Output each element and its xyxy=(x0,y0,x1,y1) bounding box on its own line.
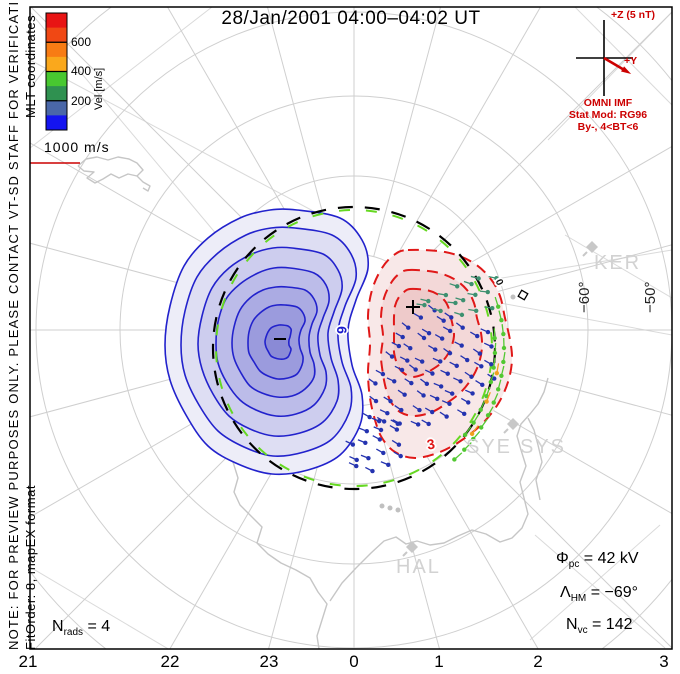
stat-lambda-value: = −69° xyxy=(590,584,639,601)
fitorder-label: FitOrder: 8, mapEX format xyxy=(23,485,38,650)
stat-nrads-value: = 4 xyxy=(87,618,111,635)
lat-label-50: −50° xyxy=(642,281,659,313)
mlt-tick-23: 23 xyxy=(259,652,279,671)
mlt-tick-3: 3 xyxy=(659,652,669,671)
stat-n-rads: Nrads = 4 xyxy=(52,618,110,638)
lat-label-60: −60° xyxy=(576,281,593,313)
imf-y-label: +Y xyxy=(624,55,638,67)
stat-nvc-value: = 142 xyxy=(592,616,633,633)
imf-dial xyxy=(576,20,633,96)
colorbar-axis-label: Vel [m/s] xyxy=(93,67,105,110)
reference-vector-label: 1000 m/s xyxy=(44,139,110,155)
imf-by-bt-label: By-, 4<BT<6 xyxy=(577,121,639,133)
stat-phi-pc: Φpc = 42 kV xyxy=(556,550,638,570)
reference-vector-arrow xyxy=(30,162,80,164)
stat-nvc-sub: vc xyxy=(577,625,588,637)
stat-lambda-symbol: Λ xyxy=(560,584,571,601)
contour-label-6: 6 xyxy=(333,326,350,334)
stat-nrads-symbol: N xyxy=(52,618,64,635)
extrema-markers xyxy=(274,300,420,340)
stat-phi-sub: pc xyxy=(568,559,580,571)
coastline xyxy=(77,156,549,649)
stat-lambda-hm: ΛHM = −69° xyxy=(560,584,638,604)
imf-z-label: +Z (5 nT) xyxy=(610,9,656,21)
note-text: NOTE: FOR PREVIEW PURPOSES ONLY. PLEASE … xyxy=(6,0,21,650)
stat-phi-value: = 42 kV xyxy=(583,550,639,567)
velocity-vectors xyxy=(345,275,507,474)
station-label-ker: KER xyxy=(594,252,642,274)
colorbar-tick-200: 200 xyxy=(71,94,92,108)
stat-phi-symbol: Φ xyxy=(556,550,569,567)
velocity-colorbar xyxy=(45,12,68,131)
mlt-tick-21: 21 xyxy=(18,652,38,671)
station-label-hal: HAL xyxy=(396,556,441,578)
colorbar-tick-600: 600 xyxy=(71,35,92,49)
stat-nrads-sub: rads xyxy=(63,627,84,639)
dusk-negative-cell xyxy=(164,208,370,476)
station-label-sye: SYE xyxy=(466,436,513,458)
stat-lambda-sub: HM xyxy=(570,593,587,605)
imf-model-label: Stat Mod: RG96 xyxy=(568,109,648,121)
station-label-sys: SYS xyxy=(520,436,567,458)
plot-frame xyxy=(29,6,673,650)
mlt-tick-22: 22 xyxy=(160,652,180,671)
stat-nvc-symbol: N xyxy=(566,616,578,633)
mlt-tick-0: 0 xyxy=(349,652,359,671)
colorbar-tick-400: 400 xyxy=(71,64,92,78)
boundary-square-marker xyxy=(517,289,529,301)
mlt-tick-2: 2 xyxy=(533,652,543,671)
stat-n-vc: Nvc = 142 xyxy=(566,616,633,636)
imf-source-label: OMNI IMF xyxy=(583,97,633,109)
mlt-tick-1: 1 xyxy=(434,652,444,671)
page-title: 28/Jan/2001 04:00–04:02 UT xyxy=(221,8,481,29)
station-markers xyxy=(379,241,598,557)
